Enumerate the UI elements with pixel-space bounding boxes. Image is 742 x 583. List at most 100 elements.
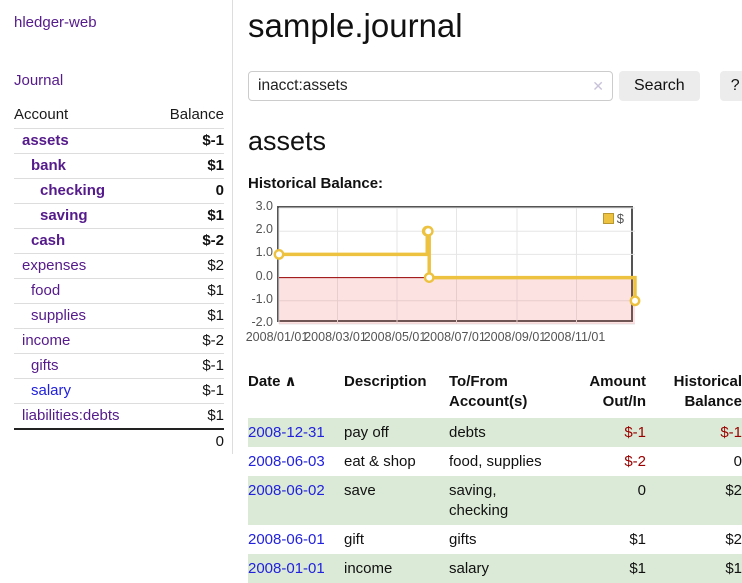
transaction-row: 2008-06-01 gift gifts $1 $2 [248,525,742,554]
transaction-row: 2008-12-31 pay off debts $-1 $-1 [248,418,742,447]
account-balance: $-2 [152,328,224,354]
accounts-table-header-row: Account Balance [14,102,224,129]
transaction-description: save [344,482,376,499]
account-row: supplies $1 [14,303,224,329]
account-row: assets $-1 [14,128,224,154]
transaction-description: eat & shop [344,453,416,470]
account-link-gifts[interactable]: gifts [31,357,59,374]
transaction-balance: $2 [725,482,742,499]
chart-plot-area: $ [273,206,641,325]
data-point-marker [422,225,434,237]
register-header-balance: Historical Balance [673,373,742,410]
account-row: gifts $-1 [14,353,224,379]
page-title: sample.journal [248,7,463,44]
y-axis-tick-label: 1.0 [255,245,273,260]
account-balance: $1 [152,303,224,329]
register-header-date[interactable]: Date ∧ [248,373,297,390]
transaction-row: 2008-06-03 eat & shop food, supplies $-2 0 [248,447,742,476]
y-axis-tick-label: 2.0 [255,222,273,237]
data-point-marker [629,295,641,307]
account-link-checking[interactable]: checking [40,182,106,199]
data-point-marker [423,272,435,284]
clear-search-icon[interactable]: ✕ [592,78,604,94]
transaction-accounts: salary [449,560,490,577]
account-balance: $1 [152,403,224,429]
account-link-salary[interactable]: salary [31,382,72,399]
transaction-date-link[interactable]: 2008-01-01 [248,560,325,577]
register-header-accounts: To/From Account(s) [449,373,528,410]
search-input[interactable] [248,71,613,101]
account-link-food[interactable]: food [31,282,61,299]
account-row: income $-2 [14,328,224,354]
transaction-balance: 0 [733,453,742,470]
account-balance: $-1 [152,128,224,154]
transaction-amount: $1 [629,560,646,577]
account-balance: 0 [152,178,224,204]
transaction-row: 2008-01-01 income salary $1 $1 [248,554,742,583]
y-axis-tick-label: 0.0 [255,268,273,283]
chart-legend: $ [600,210,626,227]
chart-title: Historical Balance: [248,175,384,192]
search-bar: ✕ Search ? [248,71,742,101]
x-axis-tick-label: 2008/07/01 [423,330,486,344]
accounts-header-balance: Balance [169,106,224,123]
transaction-balance: $1 [725,560,742,577]
transaction-balance: $-1 [720,424,742,441]
account-link-expenses[interactable]: expenses [22,257,87,274]
account-balance: $1 [152,278,224,304]
transaction-amount: $-1 [624,424,646,441]
transaction-balance: $2 [725,531,742,548]
accounts-total-row: 0 [14,428,224,454]
main-content: sample.journal ✕ Search ? assets Histori… [233,0,742,583]
account-balance: $1 [152,203,224,229]
account-row: liabilities:debts $1 [14,403,224,429]
transaction-amount: $1 [629,531,646,548]
account-link-supplies[interactable]: supplies [31,307,87,324]
transaction-accounts: food, supplies [449,453,542,470]
search-button[interactable]: Search [619,71,700,101]
help-button[interactable]: ? [719,71,742,101]
register-table: Date ∧ Description To/From Account(s) Amo… [248,370,742,583]
sidebar: hledger-web Journal Account Balance asse… [0,0,233,454]
transaction-row: 2008-06-02 save saving, checking 0 $2 [248,476,742,525]
transaction-description: income [344,560,393,577]
register-header-amount: Amount Out/In [589,373,646,410]
transaction-date-link[interactable]: 2008-06-03 [248,453,325,470]
account-link-assets[interactable]: assets [22,132,69,149]
transaction-amount: $-2 [624,453,646,470]
account-balance: $-2 [152,228,224,254]
transaction-description: pay off [344,424,389,441]
legend-swatch-icon [602,213,614,224]
y-axis-tick-label: -1.0 [251,291,273,306]
transaction-date-link[interactable]: 2008-06-02 [248,482,325,499]
legend-label: $ [616,211,624,226]
transaction-accounts: debts [449,424,486,441]
account-link-liabilities-debts[interactable]: liabilities:debts [22,407,120,424]
transaction-description: gift [344,531,365,548]
transaction-amount: 0 [637,482,646,499]
transaction-date-link[interactable]: 2008-12-31 [248,424,325,441]
account-balance: $-1 [152,353,224,379]
account-row: saving $1 [14,203,224,229]
account-link-cash[interactable]: cash [31,232,66,249]
account-balance: $1 [152,153,224,179]
x-axis-tick-label: 2008/11/01 [543,330,606,344]
x-axis-tick-label: 2008/03/01 [304,330,367,344]
account-row: expenses $2 [14,253,224,279]
app-brand-link[interactable]: hledger-web [14,14,97,31]
account-link-saving[interactable]: saving [40,207,88,224]
account-row: food $1 [14,278,224,304]
transaction-accounts: gifts [449,531,477,548]
transaction-date-link[interactable]: 2008-06-01 [248,531,325,548]
y-axis-tick-label: 3.0 [255,199,273,213]
account-balance: $-1 [152,378,224,404]
accounts-header-account: Account [14,106,69,123]
historical-balance-chart: $ 3.0 2.0 1.0 0.0 -1.0 -2.0 2008/01/01 2008/03/… [246,199,668,352]
account-link-bank[interactable]: bank [31,157,67,174]
sidebar-item-journal[interactable]: Journal [14,72,64,89]
account-link-income[interactable]: income [22,332,71,349]
x-axis-tick-label: 2008/09/01 [483,330,547,344]
negative-region [279,277,635,324]
transaction-accounts: saving, checking [449,482,509,519]
account-row: bank $1 [14,153,224,179]
